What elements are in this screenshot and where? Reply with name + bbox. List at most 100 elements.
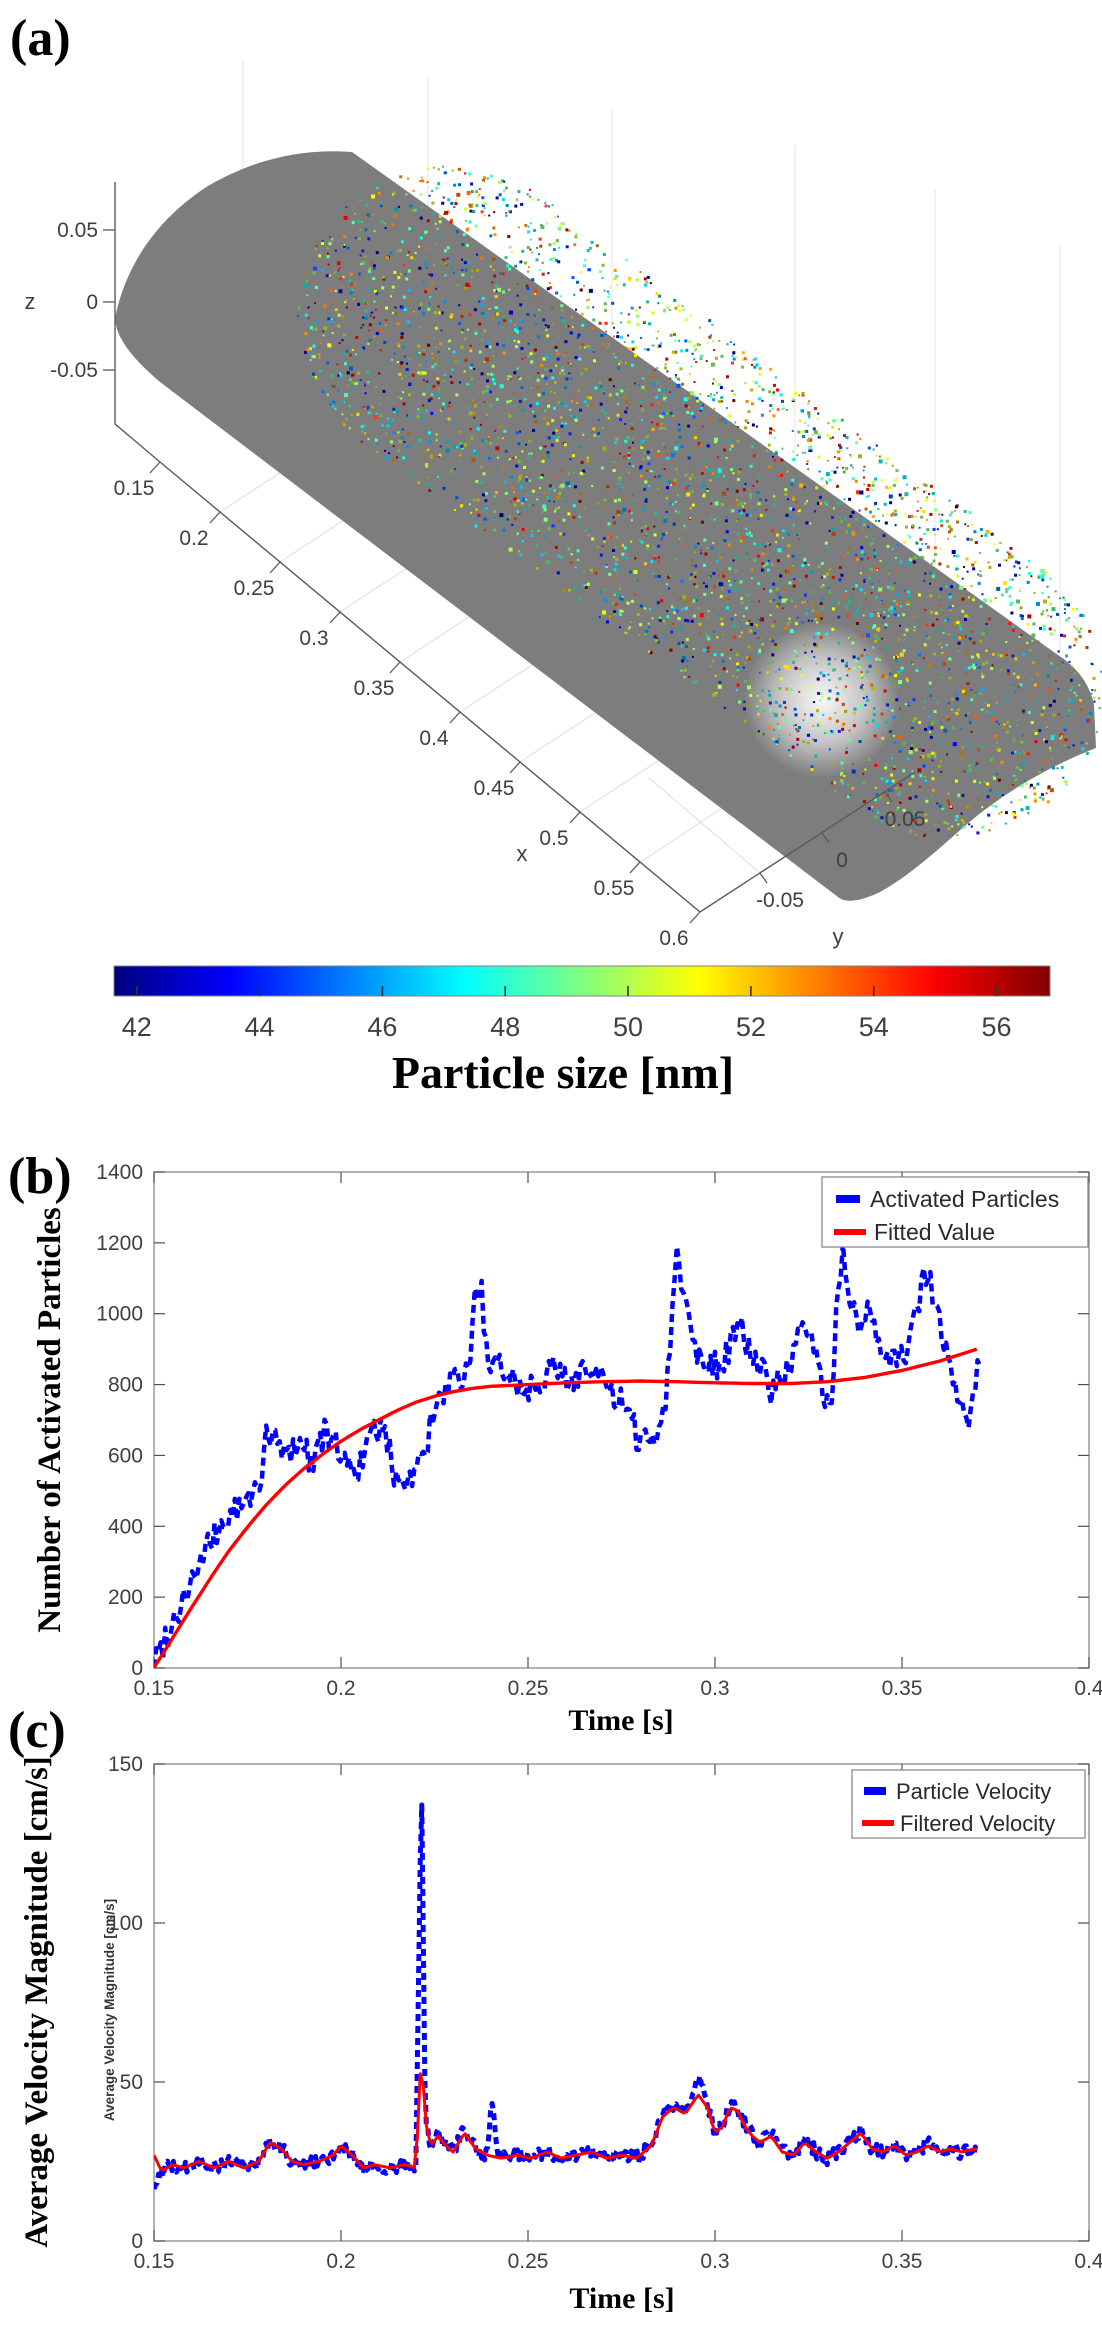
panel-c-ticks <box>153 1763 1090 2242</box>
panel-b-series <box>154 1241 982 1668</box>
x-tick-label: 0.35 <box>882 1677 923 1700</box>
x-tick <box>449 711 461 724</box>
y-tick-label: -0.05 <box>756 889 804 912</box>
panel-b-tick-labels: 0.15 0.2 0.25 0.3 0.35 0.4 0 200 400 600 800 1000 12… <box>96 1161 1102 1700</box>
y-tick-label: 600 <box>108 1444 143 1467</box>
x-tick-label: 0.5 <box>539 827 568 850</box>
colorbar-tick-label: 44 <box>245 1012 275 1042</box>
grid-line-floor <box>647 776 761 874</box>
y-tick <box>884 791 893 803</box>
x-tick-label: 0.3 <box>700 1677 729 1700</box>
legend-c-entry-1: Particle Velocity <box>896 1779 1051 1804</box>
y-tick-label: 0 <box>836 849 848 872</box>
colorbar-tick-label: 48 <box>490 1012 520 1042</box>
panel-c-series <box>154 1802 980 2190</box>
legend-b-entry-1: Activated Particles <box>870 1186 1059 1212</box>
legend-c-entry-2: Filtered Velocity <box>900 1811 1055 1836</box>
x-tick <box>329 611 341 624</box>
panel-b-xlabel: Time [s] <box>568 1704 673 1737</box>
y-tick-label: 50 <box>120 2071 143 2094</box>
legend-b-box <box>821 1176 1089 1248</box>
activated-particles-line <box>154 1241 982 1668</box>
legend-c-box <box>851 1769 1086 1839</box>
y-tick-label: 1000 <box>96 1303 143 1326</box>
y-tick-label: 0 <box>131 2230 143 2253</box>
x-tick-label: 0.6 <box>659 927 688 950</box>
x-tick-label: 0.25 <box>508 1677 549 1700</box>
y-tick-label: 200 <box>108 1586 143 1609</box>
x-tick-label: 0.25 <box>234 577 275 600</box>
colorbar-tick-label: 50 <box>613 1012 643 1042</box>
x-tick-label: 0.35 <box>354 677 395 700</box>
x-tick <box>389 661 401 674</box>
y-axis-line <box>699 771 916 913</box>
y-tick-label: 1400 <box>96 1161 143 1184</box>
panel-b-tag: (b) <box>8 1148 72 1205</box>
x-tick-label: 0.2 <box>326 1677 355 1700</box>
panel-c-ylabel: Average Velocity Magnitude [cm/s] <box>19 1756 55 2248</box>
panel-a-axes <box>114 182 916 913</box>
x-tick <box>629 861 641 874</box>
x-tick-label: 0.15 <box>114 477 155 500</box>
z-tick-label: 0 <box>86 291 98 314</box>
y-tick-label: 0.05 <box>885 808 926 831</box>
z-axis-line <box>114 182 161 463</box>
x-tick <box>269 561 281 574</box>
colorbar-tick-label: 54 <box>859 1012 889 1042</box>
colorbar-gradient-bar <box>113 965 1051 997</box>
x-tick-label: 0.3 <box>299 627 328 650</box>
panel-b-ticks <box>153 1171 1090 1669</box>
x-tick <box>569 811 581 824</box>
legend-c: Particle Velocity Filtered Velocity <box>851 1769 1086 1839</box>
x-tick-label: 0.25 <box>508 2250 549 2273</box>
plot-box-b <box>153 1171 1090 1669</box>
colorbar-title: Particle size [nm] <box>392 1047 734 1098</box>
colorbar-tick-label: 46 <box>367 1012 397 1042</box>
x-tick-label: 0.3 <box>700 2250 729 2273</box>
x-tick-label: 0.15 <box>134 1677 175 1700</box>
z-tick-label: -0.05 <box>50 359 98 382</box>
colorbar-tick-label: 56 <box>982 1012 1012 1042</box>
z-tick-label: 0.05 <box>57 219 98 242</box>
panel-a: (a) 0.15 0.2 0.25 0.3 0.35 0.4 0.45 0.5 0.55 0.6 -… <box>10 10 1102 950</box>
y-tick-label: 150 <box>108 1753 143 1776</box>
x-axis-label: x <box>517 841 528 866</box>
legend-b-entry-2: Fitted Value <box>874 1219 995 1245</box>
panel-a-tag: (a) <box>10 10 71 67</box>
x-tick-label: 0.4 <box>1074 1677 1102 1700</box>
x-tick-label: 0.45 <box>474 777 515 800</box>
particle-scatter <box>297 165 1102 837</box>
y-tick-label: 0 <box>131 1657 143 1680</box>
x-tick <box>689 911 701 924</box>
panel-b-ylabel: Number of Activated Particles <box>32 1207 68 1633</box>
panel-b: (b) 0.15 0.2 0.25 0.3 0.35 0.4 0 200 400 600 800 10… <box>8 1148 1102 1737</box>
x-axis-line <box>159 461 701 913</box>
y-tick-label: 400 <box>108 1515 143 1538</box>
x-tick <box>509 761 521 774</box>
x-tick-label: 0.15 <box>134 2250 175 2273</box>
x-tick-label: 0.4 <box>419 727 449 750</box>
y-tick-label: 1200 <box>96 1232 143 1255</box>
particle-velocity-line <box>154 1802 980 2190</box>
panel-c: (c) 0.15 0.2 0.25 0.3 0.35 0.4 0 50 100 150 Parti… <box>8 1702 1102 2315</box>
x-tick-label: 0.4 <box>1074 2250 1102 2273</box>
x-tick-label: 0.2 <box>326 2250 355 2273</box>
panel-a-ticks <box>103 229 893 924</box>
y-tick-label: 800 <box>108 1374 143 1397</box>
x-tick <box>149 461 161 474</box>
colorbar-ticks <box>135 986 998 996</box>
z-axis-label: z <box>25 289 36 314</box>
panel-c-tick-labels: 0.15 0.2 0.25 0.3 0.35 0.4 0 50 100 150 <box>108 1753 1102 2273</box>
colorbar-tick-label: 42 <box>122 1012 152 1042</box>
panel-a-tick-labels: 0.15 0.2 0.25 0.3 0.35 0.4 0.45 0.5 0.55 0.6 -0.05… <box>50 219 925 950</box>
y-tick <box>759 872 768 884</box>
x-tick-label: 0.2 <box>179 527 208 550</box>
legend-b: Activated Particles Fitted Value <box>821 1176 1089 1248</box>
filtered-velocity-line <box>154 2072 978 2172</box>
colorbar: 42 44 46 48 50 52 54 56 Particle size [nm] <box>113 965 1051 1098</box>
x-tick-label: 0.55 <box>594 877 635 900</box>
x-tick-label: 0.35 <box>882 2250 923 2273</box>
panel-c-tag: (c) <box>8 1702 66 1759</box>
y-axis-label: y <box>833 924 844 949</box>
